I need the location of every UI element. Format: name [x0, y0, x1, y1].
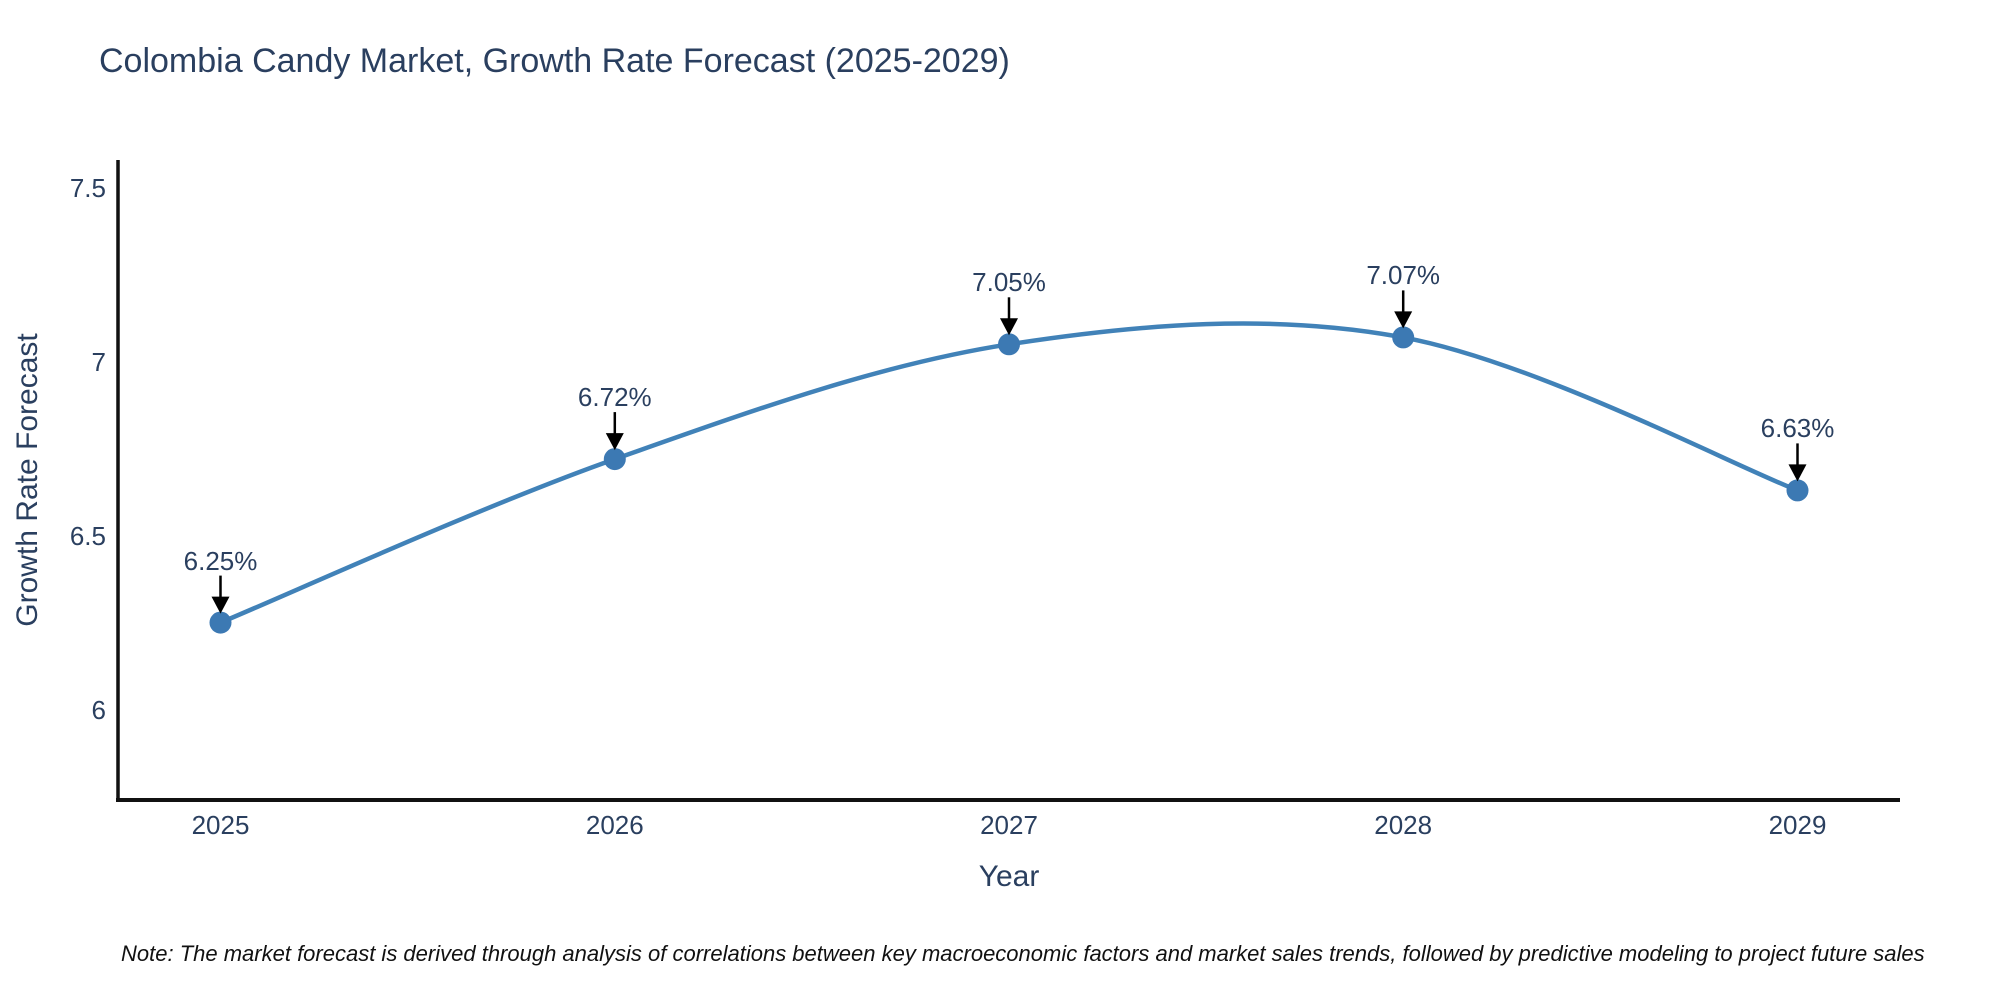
x-tick-label: 2026: [585, 810, 644, 840]
annotation-arrowhead: [211, 596, 230, 614]
footnote: Note: The market forecast is derived thr…: [121, 941, 1925, 966]
x-axis-title: Year: [978, 860, 1040, 893]
annotation-label: 6.72%: [577, 382, 652, 413]
annotation-arrowhead: [1394, 311, 1413, 329]
chart-title: Colombia Candy Market, Growth Rate Forec…: [99, 42, 1010, 80]
trend-line: [218, 321, 1800, 625]
data-point-marker: [1786, 479, 1809, 502]
annotation-arrowhead: [1000, 318, 1018, 336]
annotation-label: 6.63%: [1760, 413, 1835, 444]
x-tick-label: 2028: [1374, 810, 1433, 840]
y-tick-label: 7.5: [69, 172, 106, 203]
annotation-label: 7.05%: [972, 267, 1046, 298]
data-point-marker: [603, 448, 626, 471]
data-point-marker: [1392, 326, 1415, 349]
x-tick-label: 2025: [191, 810, 250, 840]
x-tick-label: 2029: [1768, 810, 1827, 840]
y-tick-label: 6: [91, 694, 106, 725]
annotation-label: 6.25%: [183, 545, 258, 576]
data-point-marker: [998, 333, 1020, 356]
annotation-arrowhead: [1788, 464, 1807, 482]
annotation-label: 7.07%: [1366, 260, 1441, 291]
data-point-marker: [209, 611, 232, 634]
y-axis-title: Growth Rate Forecast: [11, 333, 44, 627]
y-tick-label: 6.5: [69, 520, 106, 551]
annotation-arrowhead: [605, 433, 624, 451]
y-tick-label: 7: [91, 346, 106, 377]
x-tick-label: 2027: [980, 810, 1038, 840]
